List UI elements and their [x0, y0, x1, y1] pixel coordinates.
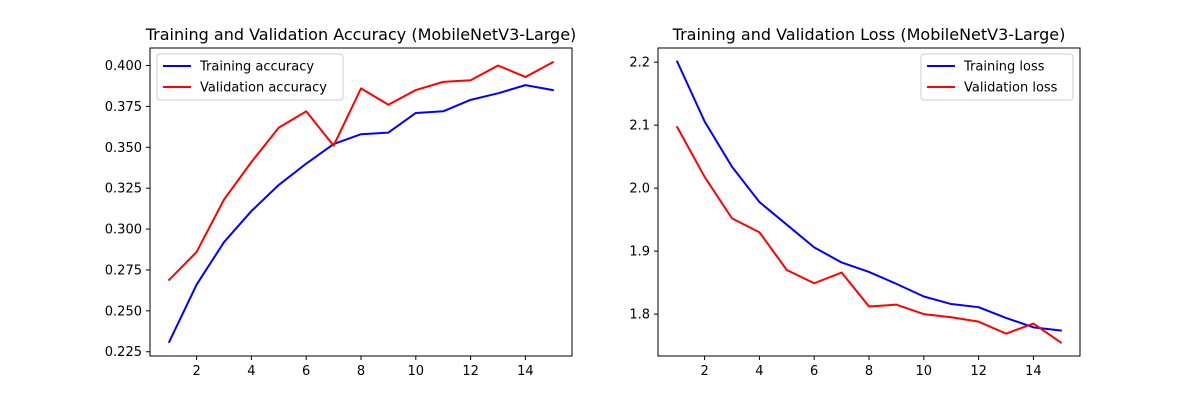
loss-legend-label: Validation loss [964, 81, 1058, 96]
acc-x-tick-label: 2 [192, 364, 200, 379]
acc-x-tick-label: 10 [408, 364, 425, 379]
loss-y-tick-label: 2.0 [629, 182, 650, 197]
loss-x-tick-label: 4 [755, 364, 763, 379]
acc-series-line-validation [167, 60, 555, 282]
acc-y-tick-label: 0.350 [105, 141, 142, 156]
acc-chart-title: Training and Validation Accuracy (Mobile… [145, 25, 577, 44]
loss-x-tick-label: 8 [865, 364, 873, 379]
loss-legend: Training loss Validation loss [920, 53, 1074, 101]
acc-y-tick-label: 0.375 [105, 100, 142, 115]
acc-x-tick-label: 12 [462, 364, 479, 379]
loss-series-line-training [675, 60, 1062, 332]
loss-x-tick-label: 12 [970, 364, 987, 379]
acc-series-line-training [167, 84, 554, 344]
acc-y-tick-label: 0.325 [105, 182, 142, 197]
acc-x-tick-label: 4 [247, 364, 255, 379]
acc-y-tick-label: 0.275 [105, 263, 142, 278]
loss-y-tick-label: 2.1 [629, 119, 650, 134]
acc-y-tick-label: 0.400 [105, 59, 142, 74]
loss-x-tick-label: 6 [810, 364, 818, 379]
acc-x-tick-label: 14 [517, 364, 534, 379]
acc-y-tick-label: 0.225 [105, 345, 142, 360]
acc-legend-label: Validation accuracy [200, 81, 327, 96]
loss-x-tick-label: 14 [1025, 364, 1042, 379]
acc-legend-label: Training accuracy [199, 60, 314, 75]
acc-y-tick-label: 0.250 [105, 304, 142, 319]
loss-y-tick-label: 1.9 [629, 245, 650, 260]
acc-x-tick-label: 8 [357, 364, 365, 379]
accuracy-chart: Training and Validation Accuracy (Mobile… [105, 25, 577, 379]
loss-chart-title: Training and Validation Loss (MobileNetV… [672, 25, 1066, 44]
loss-x-tick-label: 2 [700, 364, 708, 379]
loss-y-tick-label: 1.8 [629, 308, 650, 323]
acc-x-tick-label: 6 [302, 364, 310, 379]
loss-legend-box [920, 53, 1074, 101]
acc-y-tick-label: 0.300 [105, 223, 142, 238]
loss-legend-label: Training loss [963, 60, 1045, 75]
loss-x-tick-label: 10 [916, 364, 933, 379]
loss-y-tick-label: 2.2 [629, 56, 650, 71]
acc-legend-box [156, 53, 344, 101]
loss-chart: Training and Validation Loss (MobileNetV… [629, 25, 1081, 379]
acc-legend: Training accuracy Validation accuracy [156, 53, 344, 101]
loss-series-line-validation [675, 125, 1063, 344]
